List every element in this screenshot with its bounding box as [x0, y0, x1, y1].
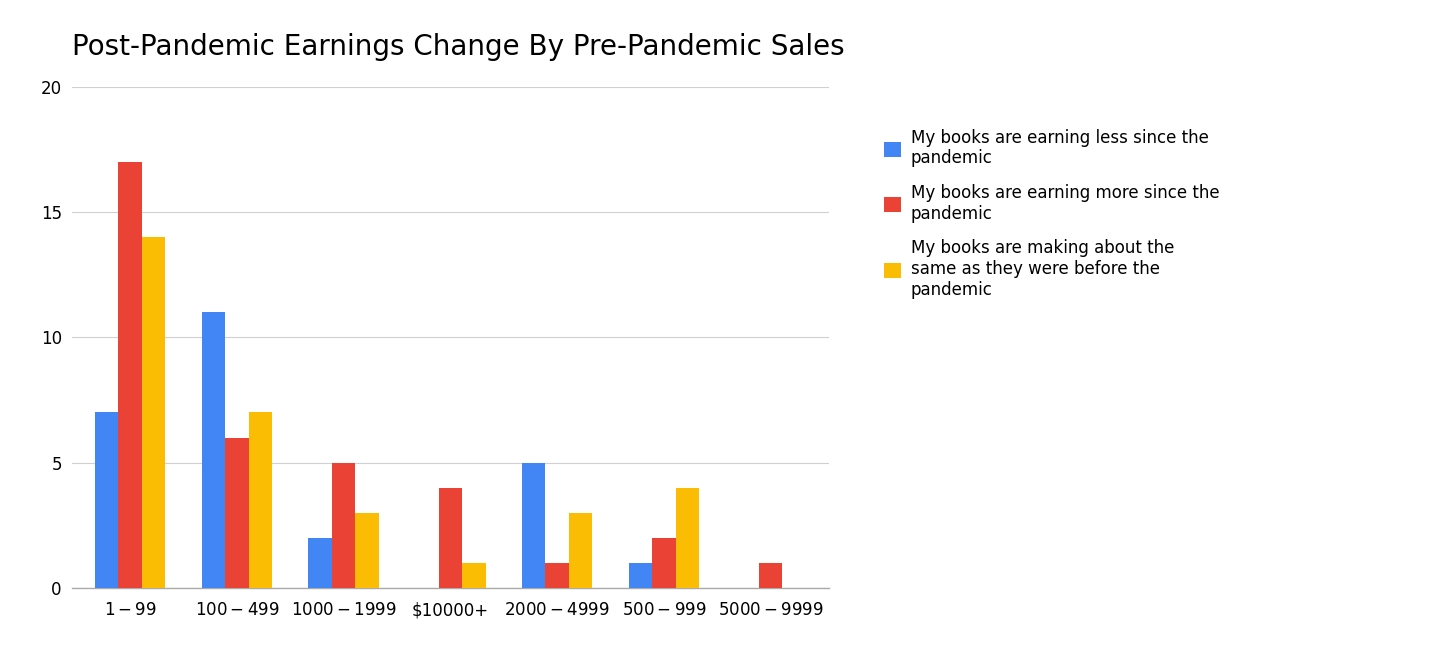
- Bar: [462, 562, 486, 588]
- Bar: [225, 438, 249, 588]
- Bar: [652, 538, 676, 588]
- Text: Post-Pandemic Earnings Change By Pre-Pandemic Sales: Post-Pandemic Earnings Change By Pre-Pan…: [72, 33, 844, 61]
- Bar: [759, 562, 782, 588]
- Legend: My books are earning less since the
pandemic, My books are earning more since th: My books are earning less since the pand…: [875, 120, 1227, 307]
- Bar: [439, 488, 462, 588]
- Bar: [249, 412, 272, 588]
- Bar: [142, 237, 166, 588]
- Bar: [356, 513, 379, 588]
- Bar: [202, 312, 225, 588]
- Bar: [545, 562, 569, 588]
- Bar: [629, 562, 652, 588]
- Bar: [522, 462, 545, 588]
- Bar: [309, 538, 332, 588]
- Bar: [94, 412, 119, 588]
- Bar: [332, 462, 356, 588]
- Bar: [676, 488, 699, 588]
- Bar: [119, 162, 142, 588]
- Bar: [569, 513, 592, 588]
